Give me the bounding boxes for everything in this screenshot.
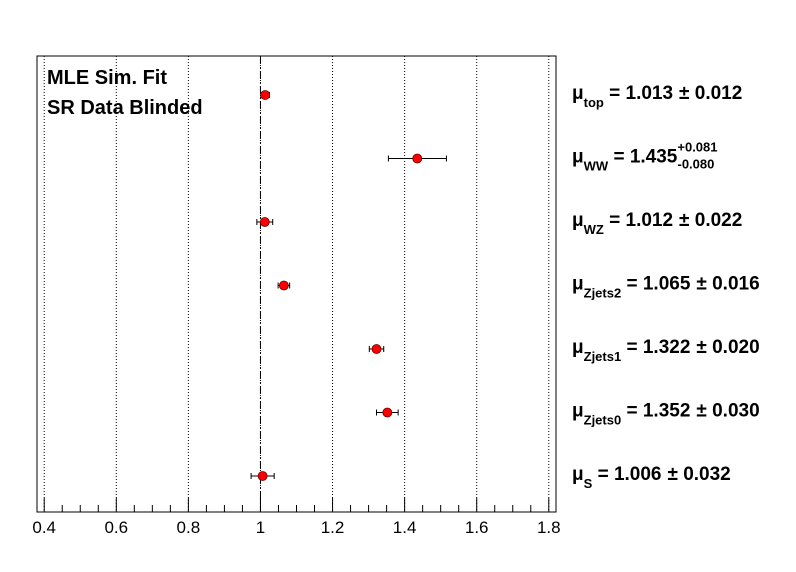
data-point bbox=[371, 344, 382, 354]
parameter-label: μWZ = 1.012 ± 0.022 bbox=[572, 210, 742, 237]
x-tick-label: 1.8 bbox=[537, 518, 561, 537]
parameter-label: μZjets2 = 1.065 ± 0.016 bbox=[572, 274, 760, 301]
x-tick-label: 1 bbox=[256, 518, 265, 537]
annotation-block: MLE Sim. Fit SR Data Blinded bbox=[47, 67, 203, 119]
data-points bbox=[250, 90, 447, 481]
x-tick-label: 1.6 bbox=[465, 518, 489, 537]
parameter-label: μWW = 1.435+0.081 bbox=[572, 140, 718, 174]
parameter-label: μZjets0 = 1.352 ± 0.030 bbox=[572, 401, 760, 428]
data-point bbox=[412, 153, 423, 164]
parameter-label: μZjets1 = 1.322 ± 0.020 bbox=[572, 337, 760, 364]
x-tick-label: 0.6 bbox=[104, 518, 128, 537]
x-axis: 0.4 0.6 0.8 1 1.2 1.4 1.6 1.8 bbox=[32, 498, 561, 537]
data-point bbox=[260, 90, 271, 100]
annotation-line-2: SR Data Blinded bbox=[47, 97, 203, 119]
plot-frame bbox=[36, 55, 557, 513]
parameter-label-down-error: -0.080 bbox=[678, 157, 715, 172]
parameter-label: μS = 1.006 ± 0.032 bbox=[572, 464, 731, 491]
parameter-labels: μtop = 1.013 ± 0.012 μWW = 1.435+0.081-0.0… bbox=[572, 83, 760, 491]
x-tick-label: 1.4 bbox=[393, 518, 417, 537]
annotation-line-1: MLE Sim. Fit bbox=[47, 67, 167, 89]
x-tick-label: 0.8 bbox=[177, 518, 201, 537]
data-point bbox=[278, 280, 289, 291]
x-tick-label: 0.4 bbox=[32, 518, 56, 537]
parameter-label: μtop = 1.013 ± 0.012 bbox=[572, 83, 742, 110]
data-point bbox=[382, 407, 393, 418]
grid bbox=[43, 56, 550, 512]
data-point bbox=[259, 217, 270, 227]
x-tick-label: 1.2 bbox=[321, 518, 345, 537]
data-point bbox=[257, 471, 268, 481]
